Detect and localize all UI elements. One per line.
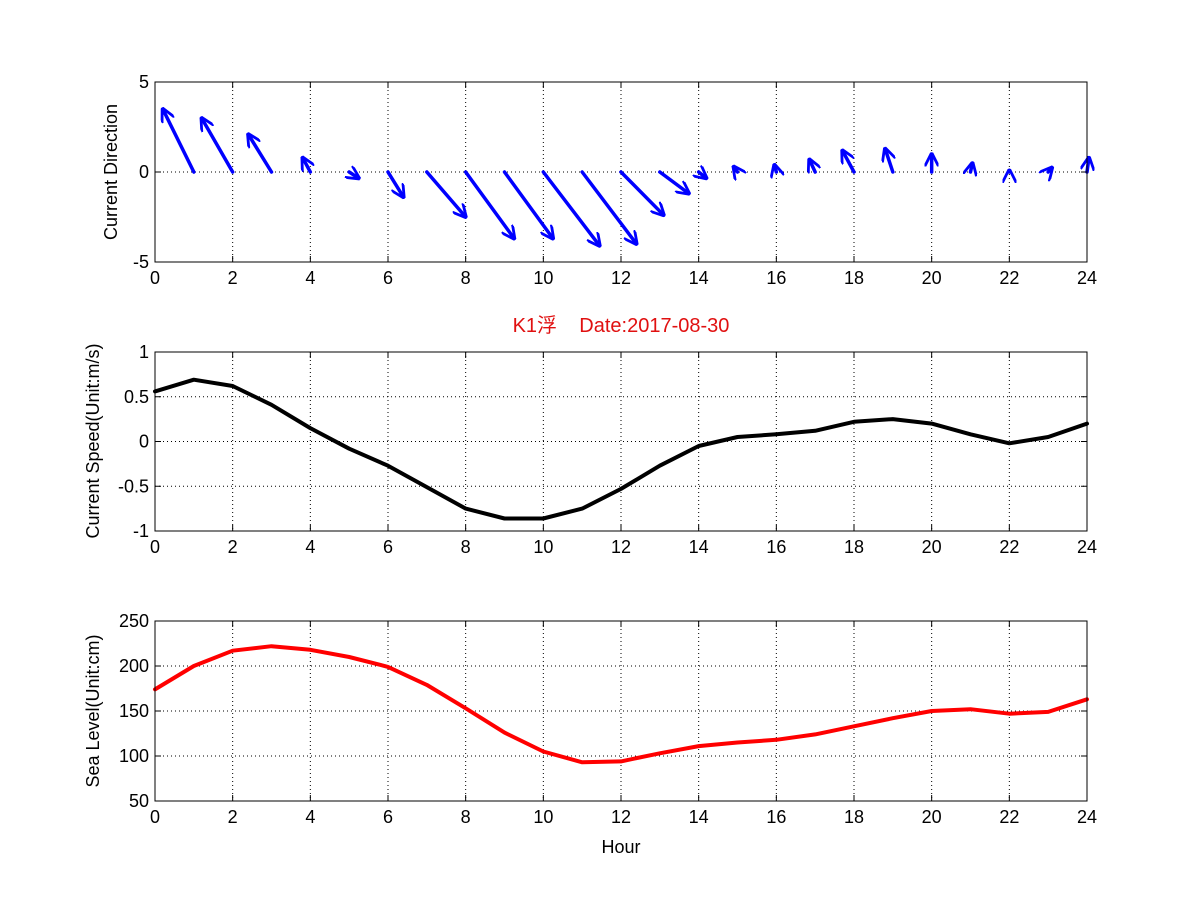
x-tick-label: 0 xyxy=(150,807,160,827)
current-speed-plot: K1浮 Date:2017-08-30 0 2 4 6 8 10 12 14 16 18 20 22 2… xyxy=(83,314,1097,557)
x-tick-label: 14 xyxy=(689,537,709,557)
y-axis-label: Current Direction xyxy=(101,104,121,240)
y-tick-label: 0.5 xyxy=(124,387,149,407)
y-tick-label: 0 xyxy=(139,432,149,452)
y-tick-label: -0.5 xyxy=(118,476,149,496)
y-tick-label: -1 xyxy=(133,521,149,541)
x-tick-label: 2 xyxy=(228,268,238,288)
x-tick-label: 22 xyxy=(999,807,1019,827)
x-tick-label: 16 xyxy=(766,268,786,288)
y-tick-label: 1 xyxy=(139,342,149,362)
x-tick-label: 8 xyxy=(461,268,471,288)
x-tick-label: 8 xyxy=(461,537,471,557)
y-axis-label: Current Speed(Unit:m/s) xyxy=(83,343,103,538)
y-tick-label: 0 xyxy=(139,162,149,182)
x-tick-label: 8 xyxy=(461,807,471,827)
x-tick-label: 24 xyxy=(1077,537,1097,557)
x-tick-label: 0 xyxy=(150,268,160,288)
figure: 0 2 4 6 8 10 12 14 16 18 20 22 24-505 Current Direct… xyxy=(0,0,1201,901)
x-tick-label: 20 xyxy=(922,537,942,557)
x-tick-label: 10 xyxy=(533,537,553,557)
x-tick-label: 18 xyxy=(844,268,864,288)
x-tick-label: 18 xyxy=(844,807,864,827)
x-tick-label: 16 xyxy=(766,807,786,827)
y-tick-label: 250 xyxy=(119,611,149,631)
x-tick-label: 4 xyxy=(305,268,315,288)
x-axis-label: Hour xyxy=(601,837,640,857)
y-axis-label: Sea Level(Unit:cm) xyxy=(83,634,103,787)
x-tick-label: 14 xyxy=(689,268,709,288)
x-tick-label: 20 xyxy=(922,268,942,288)
x-tick-label: 6 xyxy=(383,807,393,827)
x-tick-label: 12 xyxy=(611,537,631,557)
y-tick-label: 5 xyxy=(139,72,149,92)
x-tick-label: 18 xyxy=(844,537,864,557)
chart-title: K1浮 Date:2017-08-30 xyxy=(513,314,730,337)
x-tick-label: 4 xyxy=(305,807,315,827)
x-tick-label: 22 xyxy=(999,537,1019,557)
x-tick-label: 4 xyxy=(305,537,315,557)
y-tick-label: 100 xyxy=(119,746,149,766)
x-tick-label: 16 xyxy=(766,537,786,557)
x-tick-label: 2 xyxy=(228,537,238,557)
x-tick-label: 12 xyxy=(611,268,631,288)
y-tick-label: 50 xyxy=(129,791,149,811)
x-tick-label: 0 xyxy=(150,537,160,557)
x-tick-label: 20 xyxy=(922,807,942,827)
x-tick-label: 2 xyxy=(228,807,238,827)
x-tick-label: 6 xyxy=(383,268,393,288)
current-arrow xyxy=(774,165,776,172)
y-tick-label: -5 xyxy=(133,252,149,272)
x-tick-label: 10 xyxy=(533,807,553,827)
y-tick-label: 150 xyxy=(119,701,149,721)
x-tick-label: 24 xyxy=(1077,268,1097,288)
y-tick-label: 200 xyxy=(119,656,149,676)
current-arrow xyxy=(971,163,973,172)
x-tick-label: 12 xyxy=(611,807,631,827)
x-tick-label: 6 xyxy=(383,537,393,557)
current-direction-plot: 0 2 4 6 8 10 12 14 16 18 20 22 24-505 Current Direct… xyxy=(101,72,1097,288)
x-tick-label: 22 xyxy=(999,268,1019,288)
x-tick-label: 14 xyxy=(689,807,709,827)
x-tick-label: 24 xyxy=(1077,807,1097,827)
x-tick-label: 10 xyxy=(533,268,553,288)
